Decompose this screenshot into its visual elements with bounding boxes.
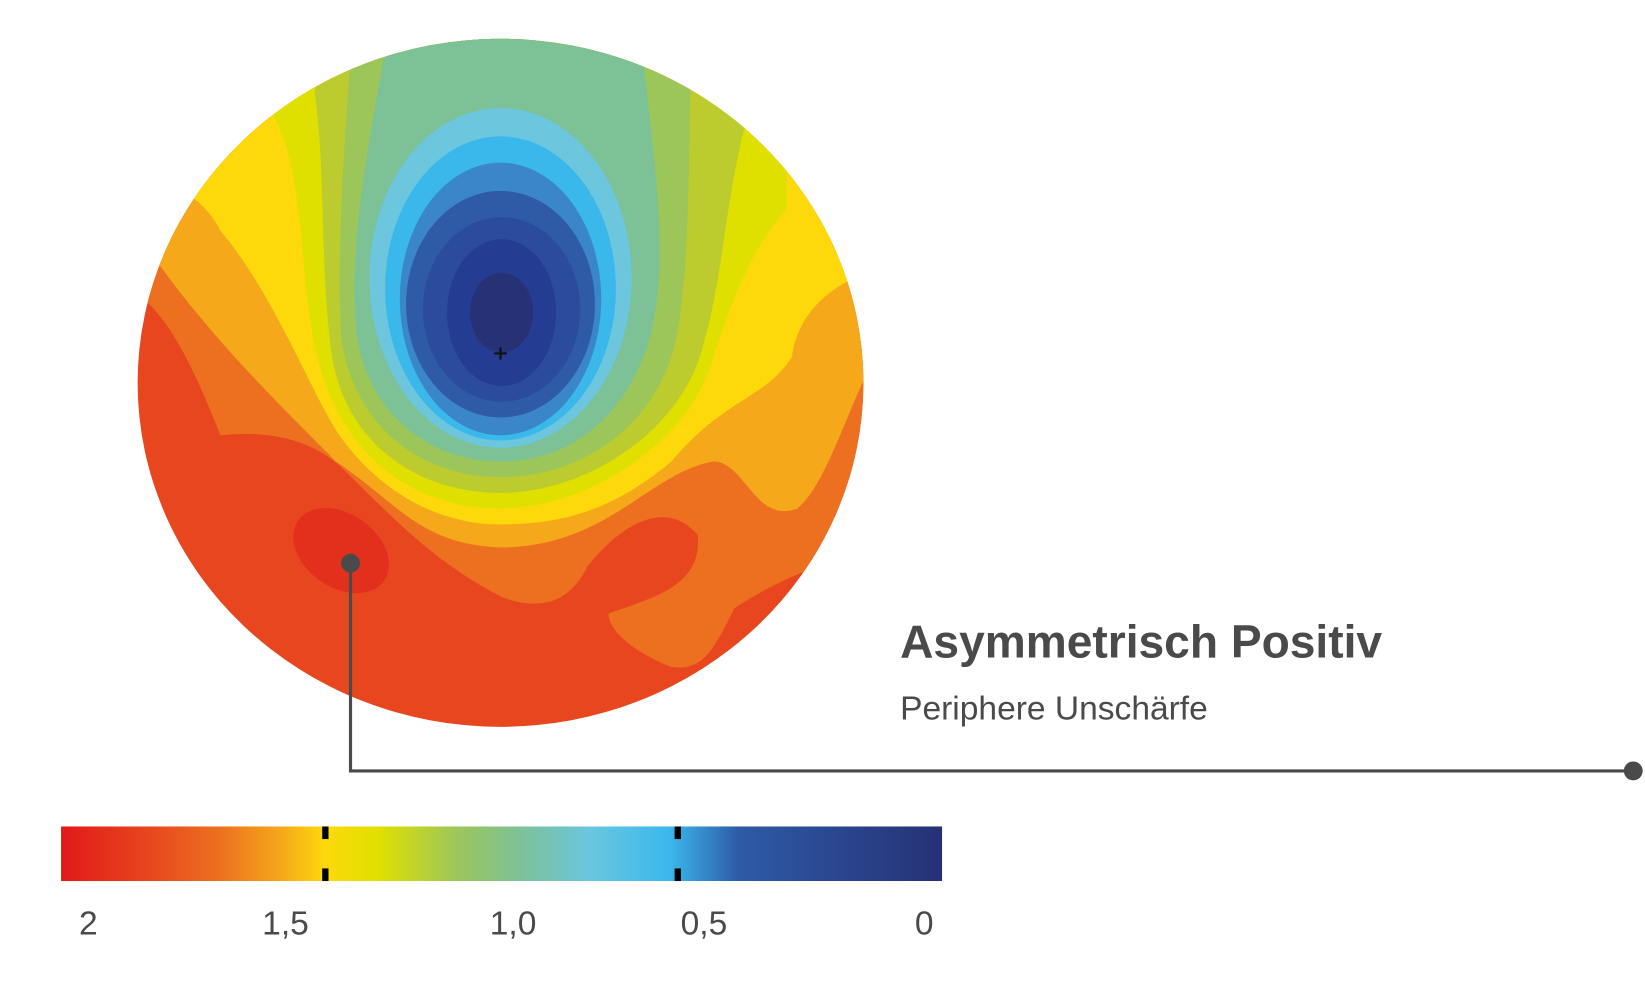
- callout-dot: [341, 553, 360, 573]
- callout-line: [348, 563, 1634, 773]
- scale-label: 0: [915, 906, 934, 943]
- scale-markers: [322, 826, 681, 882]
- scale-label: 0,5: [681, 906, 728, 943]
- color-scale: [61, 826, 943, 882]
- scale-label: 1,5: [262, 906, 309, 943]
- contour-map: [137, 38, 864, 727]
- callout-dot: [1623, 761, 1643, 781]
- title: Asymmetrisch Positiv: [900, 616, 1382, 668]
- scale-label: 1,0: [490, 906, 537, 943]
- subtitle: Periphere Unschärfe: [900, 690, 1208, 727]
- scale-label: 2: [79, 906, 98, 943]
- center-mark: [494, 347, 507, 360]
